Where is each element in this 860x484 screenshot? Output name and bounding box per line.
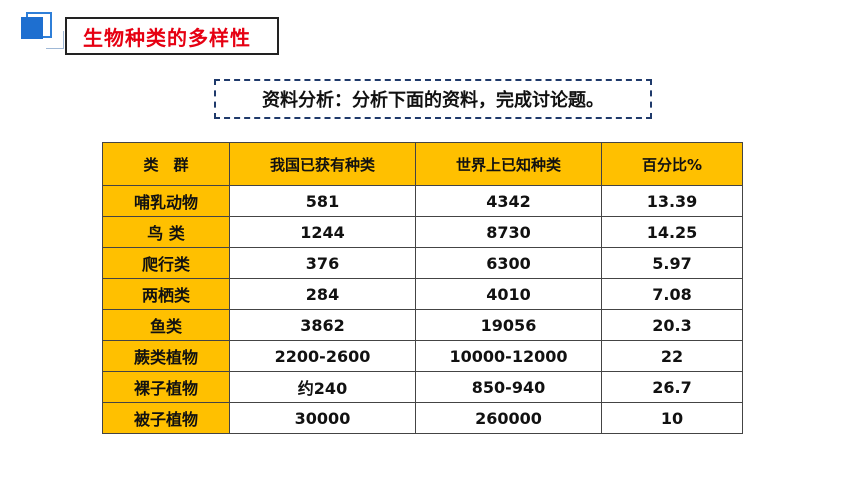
china-count-cell: 581 — [229, 185, 416, 217]
table-row: 爬行类 376 6300 5.97 — [102, 247, 743, 279]
percentage-cell: 20.3 — [601, 309, 743, 341]
china-count-cell: 3862 — [229, 309, 416, 341]
percentage-cell: 7.08 — [601, 278, 743, 310]
table-row: 裸子植物 约240 850-940 26.7 — [102, 371, 743, 403]
percentage-cell: 13.39 — [601, 185, 743, 217]
world-count-cell: 260000 — [415, 402, 602, 434]
corner-line-decoration — [46, 31, 64, 49]
china-count-cell: 1244 — [229, 216, 416, 248]
table-row: 蕨类植物 2200-2600 10000-12000 22 — [102, 340, 743, 372]
group-cell: 爬行类 — [102, 247, 230, 279]
table-row: 鸟 类 1244 8730 14.25 — [102, 216, 743, 248]
group-cell: 鸟 类 — [102, 216, 230, 248]
percentage-cell: 10 — [601, 402, 743, 434]
china-count-cell: 约240 — [229, 371, 416, 403]
column-header-percentage: 百分比% — [601, 142, 743, 186]
china-count-cell: 30000 — [229, 402, 416, 434]
percentage-cell: 14.25 — [601, 216, 743, 248]
title-box: 生物种类的多样性 — [65, 17, 279, 55]
percentage-cell: 5.97 — [601, 247, 743, 279]
china-count-cell: 2200-2600 — [229, 340, 416, 372]
table-header-row: 类 群 我国已获有种类 世界上已知种类 百分比% — [102, 142, 743, 186]
world-count-cell: 850-940 — [415, 371, 602, 403]
species-table: 类 群 我国已获有种类 世界上已知种类 百分比% 哺乳动物 581 4342 13.3… — [102, 142, 743, 434]
table-row: 两栖类 284 4010 7.08 — [102, 278, 743, 310]
percentage-cell: 22 — [601, 340, 743, 372]
china-count-cell: 376 — [229, 247, 416, 279]
table-row: 被子植物 30000 260000 10 — [102, 402, 743, 434]
column-header-group: 类 群 — [102, 142, 230, 186]
column-header-china-count: 我国已获有种类 — [229, 142, 416, 186]
instruction-text: 资料分析：分析下面的资料，完成讨论题。 — [262, 90, 604, 111]
table-row: 鱼类 3862 19056 20.3 — [102, 309, 743, 341]
group-cell: 两栖类 — [102, 278, 230, 310]
group-cell: 鱼类 — [102, 309, 230, 341]
corner-square-fill-icon — [21, 17, 43, 39]
group-cell: 裸子植物 — [102, 371, 230, 403]
group-cell: 被子植物 — [102, 402, 230, 434]
world-count-cell: 10000-12000 — [415, 340, 602, 372]
table-row: 哺乳动物 581 4342 13.39 — [102, 185, 743, 217]
world-count-cell: 8730 — [415, 216, 602, 248]
world-count-cell: 4010 — [415, 278, 602, 310]
page-title: 生物种类的多样性 — [83, 25, 251, 50]
group-cell: 哺乳动物 — [102, 185, 230, 217]
instruction-box: 资料分析：分析下面的资料，完成讨论题。 — [214, 79, 652, 119]
world-count-cell: 19056 — [415, 309, 602, 341]
percentage-cell: 26.7 — [601, 371, 743, 403]
china-count-cell: 284 — [229, 278, 416, 310]
column-header-world-count: 世界上已知种类 — [415, 142, 602, 186]
world-count-cell: 4342 — [415, 185, 602, 217]
world-count-cell: 6300 — [415, 247, 602, 279]
group-cell: 蕨类植物 — [102, 340, 230, 372]
